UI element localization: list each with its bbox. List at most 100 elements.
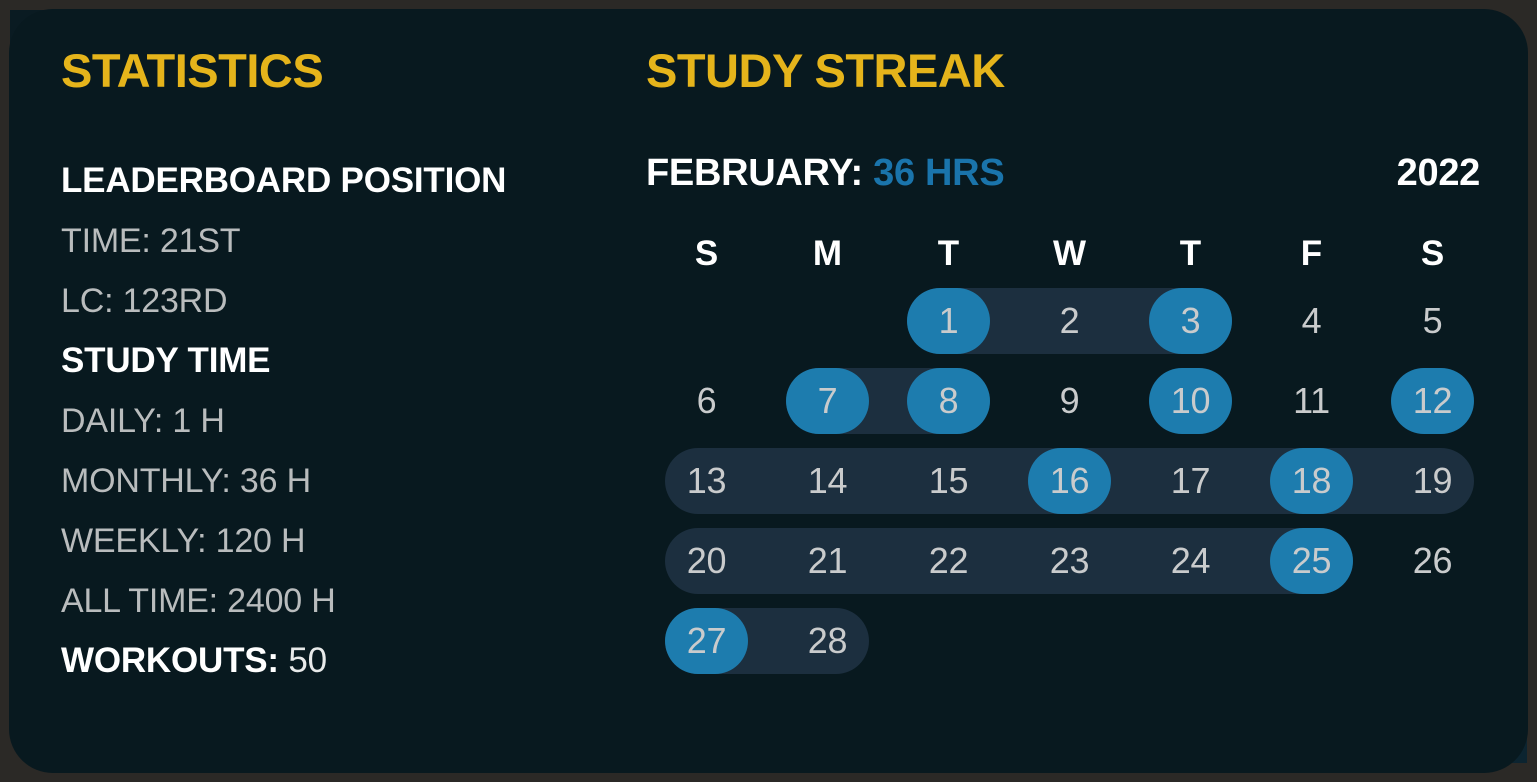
- calendar-day-active-pill: 18: [1270, 448, 1353, 514]
- calendar-week-cells: 20 21 22 23 24 25 26: [646, 521, 1493, 601]
- calendar-week-row: 1 2 3 4 5: [646, 281, 1493, 361]
- calendar-day-active-pill: 7: [786, 368, 869, 434]
- calendar-day-number: 15: [928, 460, 969, 501]
- calendar-day-10[interactable]: 10: [1130, 361, 1251, 441]
- calendar-day-25[interactable]: 25: [1251, 521, 1372, 601]
- day-header-tue: T: [937, 234, 960, 273]
- calendar-day-7[interactable]: 7: [767, 361, 888, 441]
- calendar-day-3[interactable]: 3: [1130, 281, 1251, 361]
- calendar-week-row: 27 28: [646, 601, 1493, 681]
- statistics-list: LEADERBOARD POSITION TIME: 21ST LC: 123R…: [61, 151, 641, 691]
- calendar-year: 2022: [1396, 152, 1481, 194]
- calendar-day-16[interactable]: 16: [1009, 441, 1130, 521]
- calendar-day-1[interactable]: 1: [888, 281, 1009, 361]
- calendar-day-headers: S M T W T F S: [646, 227, 1493, 281]
- calendar-day-active-pill: 12: [1391, 368, 1474, 434]
- calendar-day-5[interactable]: 5: [1372, 281, 1493, 361]
- calendar-day-12[interactable]: 12: [1372, 361, 1493, 441]
- calendar-day-empty: [1009, 601, 1130, 681]
- day-header-thu: T: [1179, 234, 1202, 273]
- day-header-sun: S: [694, 234, 719, 273]
- study-streak-column: STUDY STREAK FEBRUARY: 36 HRS 2022 S M T…: [646, 47, 1486, 681]
- calendar-day-18[interactable]: 18: [1251, 441, 1372, 521]
- calendar-day-active-pill: 16: [1028, 448, 1111, 514]
- calendar-day-number: 14: [807, 460, 848, 501]
- calendar-day-9[interactable]: 9: [1009, 361, 1130, 441]
- calendar-day-active-pill: 25: [1270, 528, 1353, 594]
- calendar-day-empty: [1130, 601, 1251, 681]
- calendar-day-number: 6: [696, 380, 717, 421]
- calendar-day-active-pill: 10: [1149, 368, 1232, 434]
- calendar-day-23[interactable]: 23: [1009, 521, 1130, 601]
- calendar-day-active-pill: 3: [1149, 288, 1232, 354]
- study-time-heading: STUDY TIME: [61, 341, 271, 380]
- calendar-day-4[interactable]: 4: [1251, 281, 1372, 361]
- calendar-day-21[interactable]: 21: [767, 521, 888, 601]
- calendar-day-17[interactable]: 17: [1130, 441, 1251, 521]
- calendar-day-15[interactable]: 15: [888, 441, 1009, 521]
- calendar-day-number: 22: [928, 540, 969, 581]
- calendar-day-number: 11: [1293, 380, 1330, 421]
- calendar-day-number: 5: [1422, 300, 1443, 341]
- leaderboard-row-lc: LC: 123RD: [61, 282, 228, 320]
- study-time-row-all-time: ALL TIME: 2400 H: [61, 582, 336, 620]
- calendar-day-6[interactable]: 6: [646, 361, 767, 441]
- day-header-mon: M: [812, 234, 843, 273]
- streak-range-band: [665, 528, 1353, 594]
- calendar-day-20[interactable]: 20: [646, 521, 767, 601]
- calendar-day-empty: [1251, 601, 1372, 681]
- calendar-day-number: 2: [1059, 300, 1080, 341]
- calendar-week-row: 13 14 15 16 17 18 19: [646, 441, 1493, 521]
- calendar-day-number: 4: [1301, 300, 1322, 341]
- calendar-day-number: 13: [686, 460, 727, 501]
- statistics-title: STATISTICS: [61, 44, 324, 97]
- calendar-day-24[interactable]: 24: [1130, 521, 1251, 601]
- stats-card: STATISTICS LEADERBOARD POSITION TIME: 21…: [9, 9, 1528, 773]
- study-time-row-monthly: MONTHLY: 36 H: [61, 462, 311, 500]
- calendar-day-empty: [1372, 601, 1493, 681]
- calendar-month-label: FEBRUARY:: [646, 152, 863, 194]
- calendar-month-summary: FEBRUARY: 36 HRS: [646, 151, 1005, 195]
- calendar-week-cells: 27 28: [646, 601, 1493, 681]
- workouts-value: 50: [288, 641, 327, 680]
- calendar-day-26[interactable]: 26: [1372, 521, 1493, 601]
- calendar-day-14[interactable]: 14: [767, 441, 888, 521]
- calendar-day-number: 17: [1170, 460, 1211, 501]
- calendar-day-28[interactable]: 28: [767, 601, 888, 681]
- calendar-day-number: 9: [1059, 380, 1080, 421]
- study-time-row-daily: DAILY: 1 H: [61, 402, 225, 440]
- workouts-label: WORKOUTS:: [61, 641, 279, 680]
- calendar-week-cells: 1 2 3 4 5: [646, 281, 1493, 361]
- calendar-day-number: 24: [1170, 540, 1211, 581]
- leaderboard-position-heading: LEADERBOARD POSITION: [61, 161, 507, 200]
- day-header-fri: F: [1300, 234, 1323, 273]
- calendar-day-number: 21: [807, 540, 848, 581]
- statistics-column: STATISTICS LEADERBOARD POSITION TIME: 21…: [61, 47, 641, 691]
- leaderboard-row-time: TIME: 21ST: [61, 222, 241, 260]
- calendar-day-number: 28: [807, 620, 848, 661]
- calendar-day-27[interactable]: 27: [646, 601, 767, 681]
- workouts-row: WORKOUTS: 50: [61, 631, 641, 691]
- calendar-week-cells: 6 7 8 9 10 11 12: [646, 361, 1493, 441]
- calendar-week-row: 20 21 22 23 24 25 26: [646, 521, 1493, 601]
- calendar-weeks: 1 2 3 4 5 6 7 8 9 10 11 12 13 14 15 16 17 18 19 20 21 22 23 24 2…: [646, 281, 1493, 681]
- calendar-day-11[interactable]: 11: [1251, 361, 1372, 441]
- calendar-day-22[interactable]: 22: [888, 521, 1009, 601]
- calendar-day-19[interactable]: 19: [1372, 441, 1493, 521]
- calendar-day-active-pill: 1: [907, 288, 990, 354]
- calendar-day-empty: [888, 601, 1009, 681]
- calendar-day-empty: [767, 281, 888, 361]
- calendar-day-2[interactable]: 2: [1009, 281, 1130, 361]
- calendar-day-8[interactable]: 8: [888, 361, 1009, 441]
- study-time-row-weekly: WEEKLY: 120 H: [61, 522, 306, 560]
- calendar-day-number: 20: [686, 540, 727, 581]
- day-header-sat: S: [1420, 234, 1445, 273]
- calendar-day-number: 26: [1412, 540, 1453, 581]
- calendar-week-row: 6 7 8 9 10 11 12: [646, 361, 1493, 441]
- calendar-day-empty: [646, 281, 767, 361]
- calendar-day-13[interactable]: 13: [646, 441, 767, 521]
- calendar-week-cells: 13 14 15 16 17 18 19: [646, 441, 1493, 521]
- calendar-day-active-pill: 27: [665, 608, 748, 674]
- calendar-grid: S M T W T F S 1 2 3 4 5 6 7 8 9 10 11 12 13 14 15 16 17 1…: [646, 227, 1493, 681]
